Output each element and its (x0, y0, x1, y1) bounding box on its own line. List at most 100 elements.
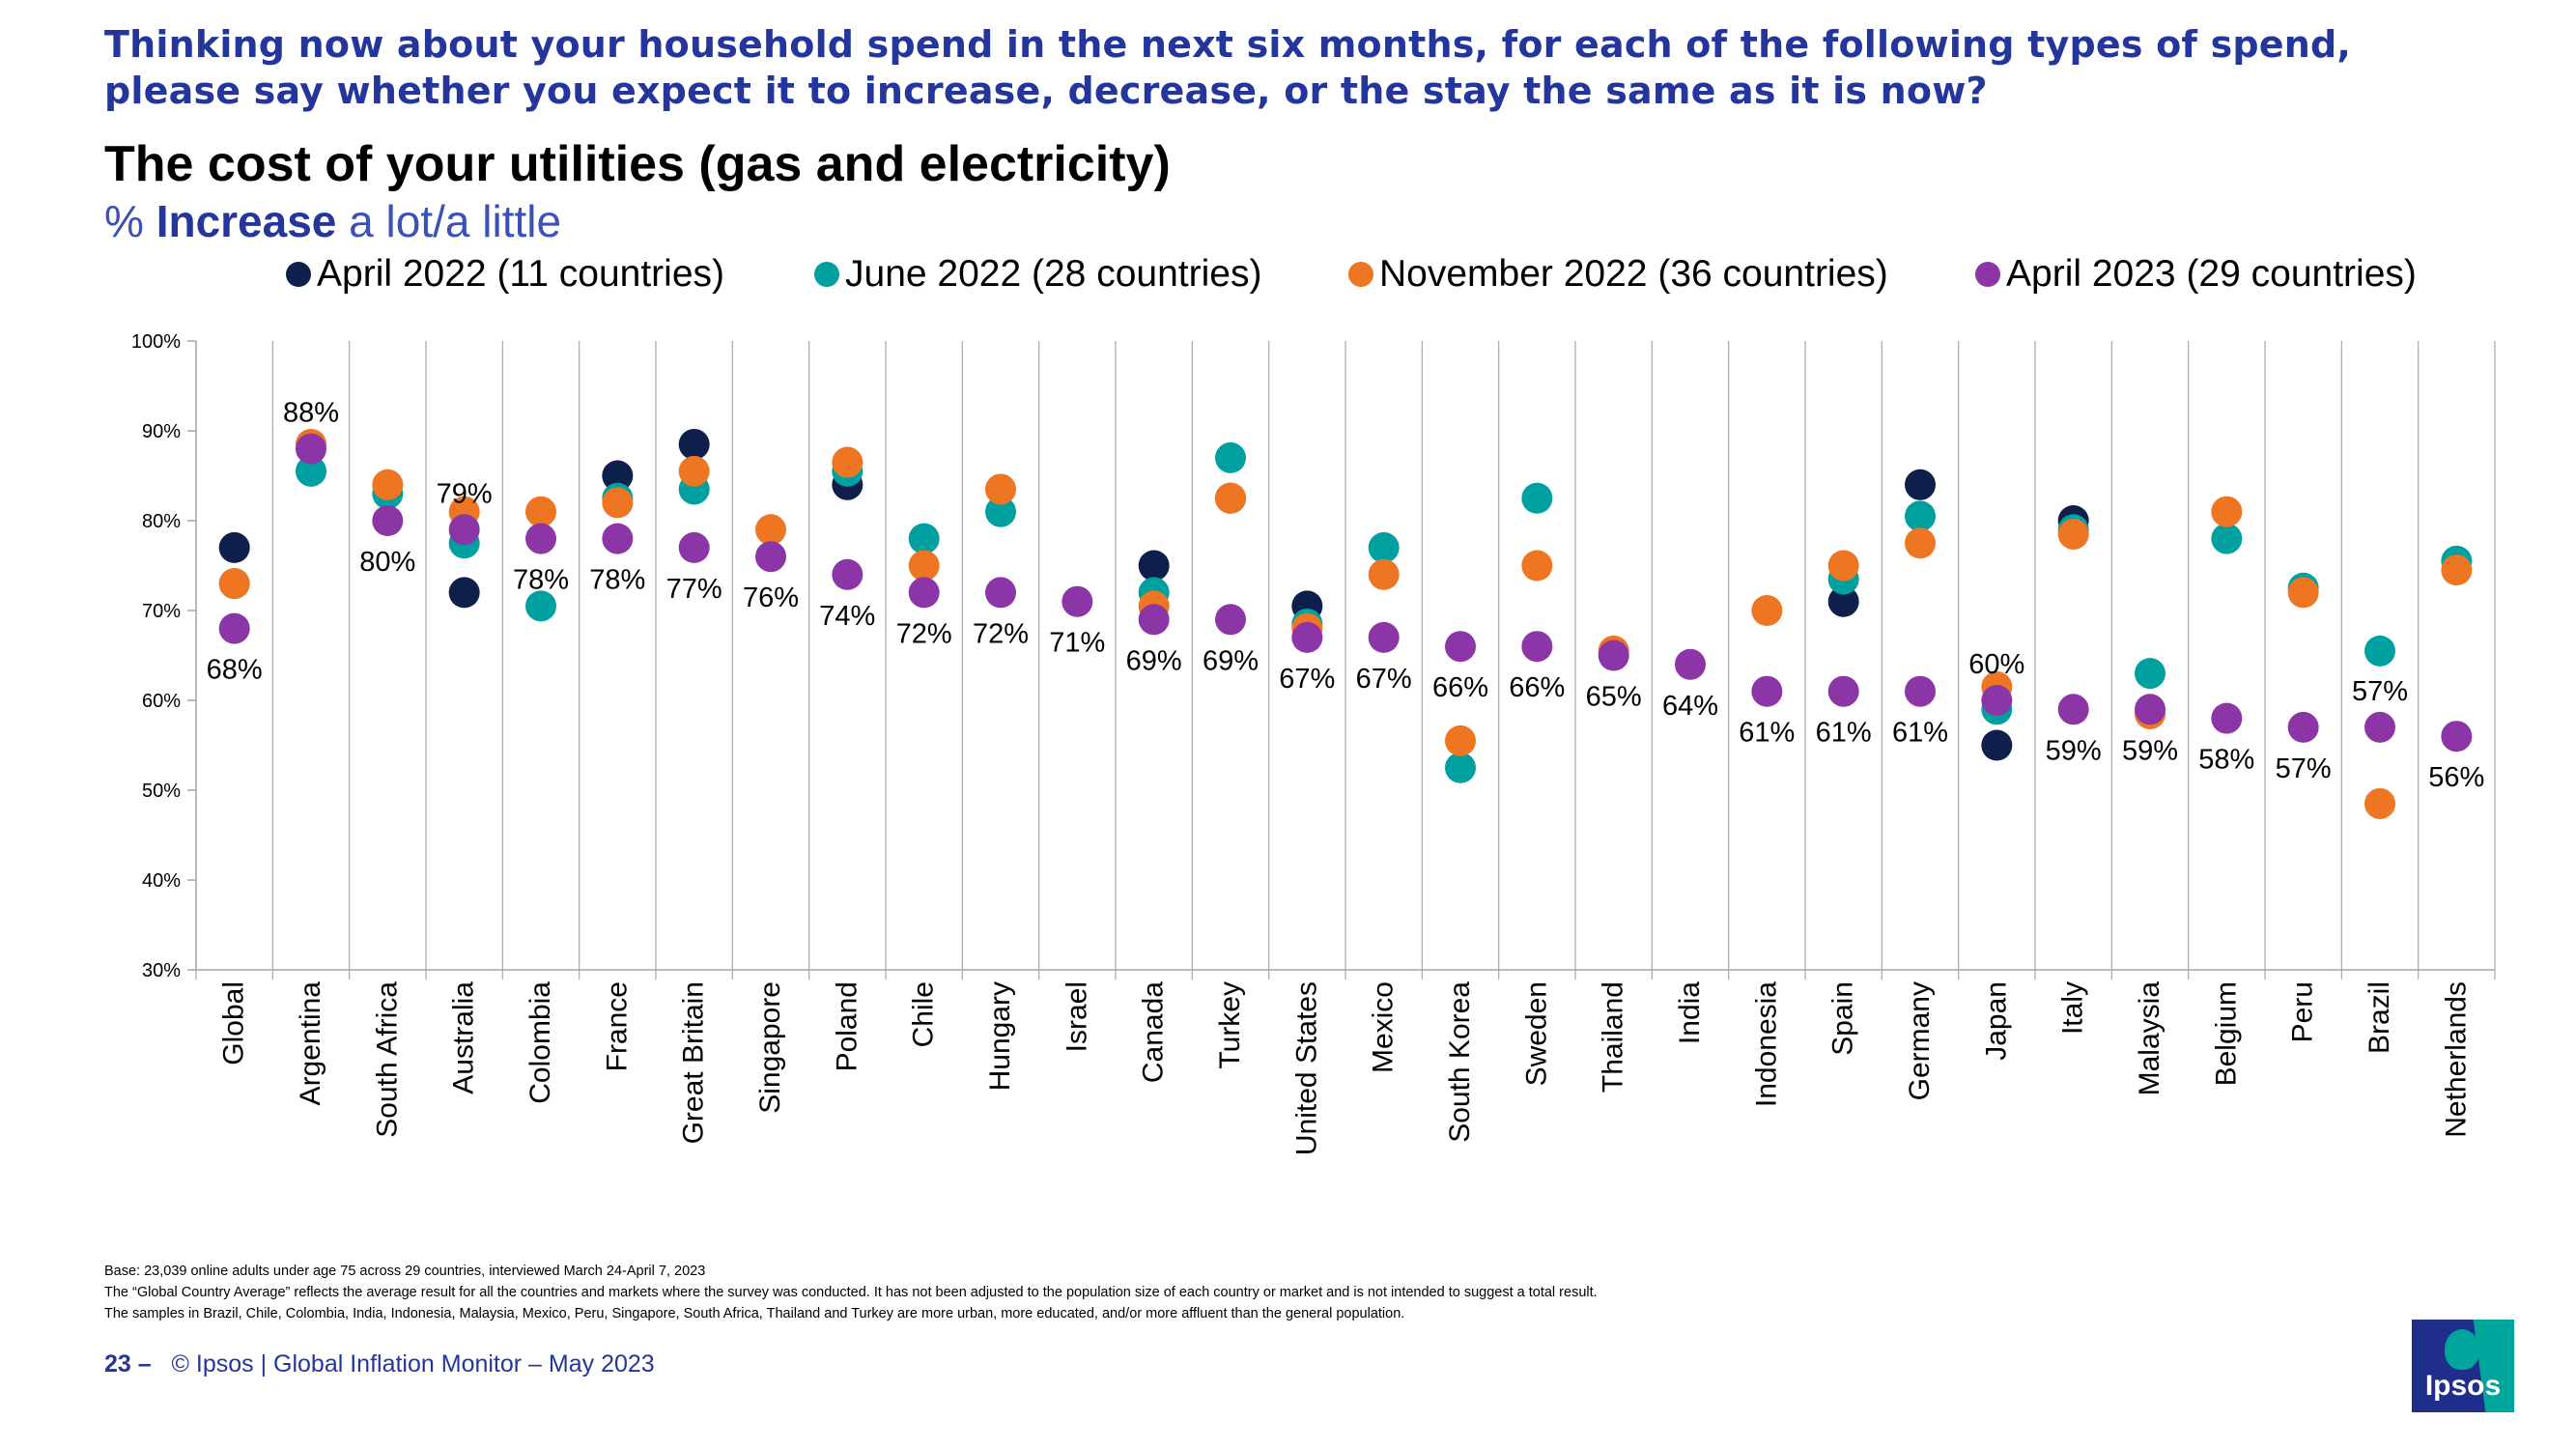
data-point (1905, 527, 1936, 559)
data-point (2441, 554, 2473, 586)
data-label: 77% (666, 574, 722, 605)
chart-subtitle: % Increase a lot/a little (104, 195, 561, 247)
survey-question: Thinking now about your household spend … (104, 23, 2352, 112)
data-point (908, 523, 940, 554)
data-label: 56% (2428, 762, 2484, 793)
data-label: 78% (589, 565, 645, 596)
subtitle-suffix: a lot/a little (336, 196, 562, 246)
x-tick-label: Canada (1138, 981, 1170, 1083)
y-tick-label: 70% (142, 601, 181, 622)
legend-item-april-2023: April 2023 (29 countries) (1975, 253, 2417, 296)
data-point (2057, 694, 2089, 725)
data-point (1062, 585, 1093, 617)
data-label: 67% (1279, 664, 1335, 695)
data-label: 79% (437, 478, 493, 509)
data-point (1827, 585, 1859, 617)
x-tick-label: Sweden (1520, 981, 1552, 1086)
x-tick-label: United States (1290, 981, 1322, 1155)
data-point (832, 446, 863, 478)
data-point (2135, 658, 2166, 690)
legend-marker-april-2022 (286, 262, 311, 287)
x-tick-label: South Africa (371, 981, 403, 1138)
data-point (1445, 752, 1476, 783)
data-point (1368, 531, 1400, 563)
data-point (1905, 500, 1936, 532)
data-label: 61% (1816, 718, 1872, 749)
y-tick-label: 100% (131, 331, 181, 353)
data-label: 72% (973, 618, 1029, 649)
legend-marker-november-2022 (1348, 262, 1373, 287)
data-point (525, 523, 556, 554)
x-tick-label: Peru (2287, 981, 2319, 1042)
data-label: 57% (2352, 676, 2408, 707)
data-point (448, 514, 480, 546)
x-tick-label: Poland (831, 981, 863, 1071)
x-tick-label: Netherlands (2440, 981, 2472, 1138)
data-label: 80% (359, 547, 415, 578)
data-point (1215, 441, 1246, 473)
data-label: 67% (1356, 664, 1412, 695)
data-point (1751, 675, 1783, 707)
data-point (2135, 694, 2166, 725)
data-point (2287, 711, 2319, 743)
data-label: 88% (283, 398, 339, 429)
chart-legend: April 2022 (11 countries) June 2022 (28 … (0, 253, 2576, 301)
data-label: 60% (1968, 649, 2024, 680)
data-label: 71% (1049, 628, 1105, 659)
data-label: 58% (2198, 745, 2254, 776)
x-tick-label: Germany (1904, 981, 1936, 1100)
x-tick-label: Colombia (524, 981, 556, 1104)
y-tick-label: 40% (142, 870, 181, 892)
data-point (678, 455, 710, 487)
x-tick-label: Great Britain (678, 981, 710, 1144)
x-tick-label: Hungary (984, 981, 1016, 1091)
data-point (372, 505, 404, 536)
data-point (1215, 604, 1246, 636)
y-tick-label: 90% (142, 421, 181, 442)
scatter-chart: 30% 40% 50% 60% 70% 80% 90% 100% Global Argentina… (131, 331, 2496, 1155)
y-tick-label: 50% (142, 781, 181, 802)
data-point (908, 550, 940, 582)
data-point (985, 577, 1016, 609)
data-label: 57% (2276, 753, 2332, 784)
data-point (2211, 496, 2243, 527)
data-label: 61% (1739, 718, 1795, 749)
data-label: 59% (2046, 735, 2102, 766)
x-tick-label: Thailand (1598, 981, 1629, 1093)
ipsos-logo: Ipsos (2412, 1320, 2514, 1412)
data-point (218, 531, 250, 563)
logo-text: Ipsos (2424, 1370, 2502, 1402)
data-point (1521, 631, 1553, 663)
x-tick-label: Indonesia (1750, 981, 1782, 1107)
footnote-samples: The samples in Brazil, Chile, Colombia, … (104, 1306, 1405, 1321)
data-point (2211, 702, 2243, 734)
data-point (985, 473, 1016, 505)
data-point (1905, 469, 1936, 500)
data-point (908, 577, 940, 609)
data-point (2287, 577, 2319, 609)
data-point (2364, 635, 2395, 667)
data-point (1827, 550, 1859, 582)
data-point (1291, 621, 1323, 653)
data-point (678, 428, 710, 460)
data-point (1445, 724, 1476, 756)
x-tick-label: Israel (1061, 981, 1092, 1052)
data-label: 66% (1432, 672, 1488, 703)
data-point (678, 531, 710, 563)
legend-label-april-2022: April 2022 (11 countries) (317, 253, 724, 295)
page-number: 23 – (104, 1350, 152, 1378)
data-point (602, 523, 634, 554)
data-point (2211, 523, 2243, 554)
data-point (525, 496, 556, 527)
footnote-base: Base: 23,039 online adults under age 75 … (104, 1264, 706, 1279)
chart-title: The cost of your utilities (gas and elec… (104, 136, 1171, 192)
data-label: 72% (896, 618, 952, 649)
data-label: 69% (1126, 645, 1182, 676)
legend-item-november-2022: November 2022 (36 countries) (1348, 253, 1888, 296)
data-label: 61% (1892, 718, 1948, 749)
x-tick-label: Chile (908, 981, 940, 1047)
x-tick-label: Singapore (754, 981, 786, 1114)
data-label: 68% (207, 655, 263, 686)
x-tick-label: France (601, 981, 633, 1071)
data-point (1368, 621, 1400, 653)
